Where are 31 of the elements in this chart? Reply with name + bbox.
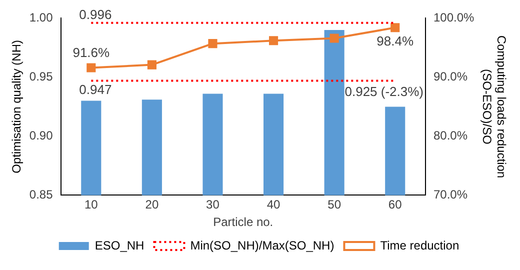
x-tick-label: 30 — [206, 198, 220, 212]
data-label: 0.925 (-2.3%) — [344, 84, 424, 99]
y-tick-label: 1.00 — [29, 10, 54, 25]
y-axis-title: Optimisation quality (NH) — [10, 40, 24, 174]
y2-tick-label: 80.0% — [434, 128, 468, 143]
x-tick-label: 40 — [266, 198, 281, 212]
legend-label: ESO_NH — [94, 238, 144, 252]
point — [86, 63, 96, 72]
point — [330, 34, 339, 43]
annotation: 0.996 — [79, 7, 112, 22]
x-tick-label: 10 — [84, 198, 98, 212]
point — [268, 36, 278, 46]
data-label: 91.6% — [72, 44, 110, 60]
y-tick-label: 0.95 — [29, 70, 54, 84]
x-tick-label: 60 — [388, 198, 402, 212]
x-tick-label: 20 — [145, 198, 159, 212]
x-tick-label: 50 — [328, 198, 342, 212]
y2-axis-title: Computing loads reduction (SO-ESO)/SO — [480, 35, 508, 178]
data-label: 98.4% — [376, 34, 414, 49]
y-tick-label: 0.85 — [29, 188, 54, 202]
annotation: 0.947 — [79, 82, 112, 97]
y-tick-label: 0.90 — [29, 128, 54, 143]
y2-tick-label: 90.0% — [434, 70, 468, 84]
y2-tick-label: 100.0% — [434, 10, 475, 25]
point — [390, 23, 400, 32]
point — [208, 39, 218, 48]
legend-label: Min(SO_NH)/Max(SO_NH) — [190, 238, 334, 252]
x-axis-title: Particle no. — [213, 215, 274, 230]
y2-tick-label: 70.0% — [434, 188, 468, 202]
legend-label: Time reduction — [380, 238, 460, 252]
point — [147, 60, 156, 70]
